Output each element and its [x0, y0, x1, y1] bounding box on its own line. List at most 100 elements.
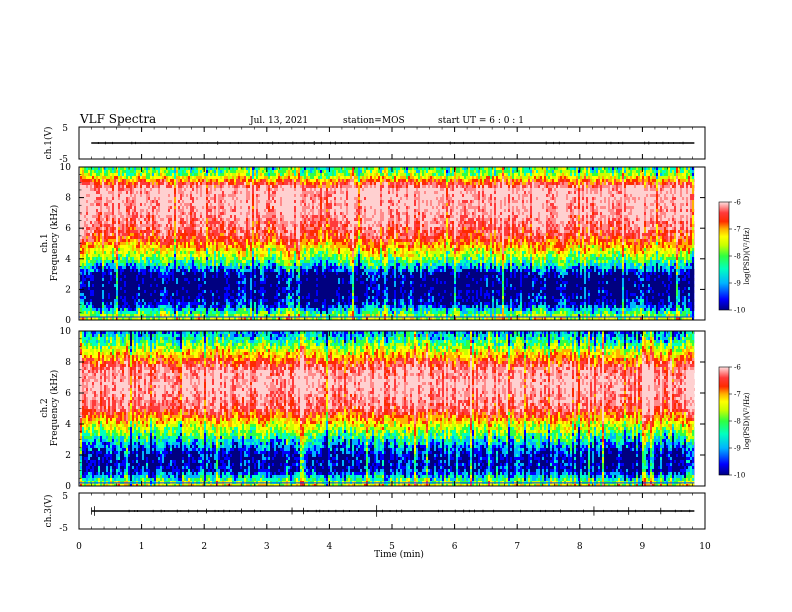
ch1-spectrogram-cell	[196, 281, 198, 284]
ch1-spectrogram-cell	[146, 206, 148, 209]
ch1-spectrogram-cell	[240, 188, 242, 191]
ch1-spectrogram-cell	[100, 290, 102, 293]
ch1-spectrogram-cell	[260, 194, 262, 197]
ch1-spectrogram-cell	[188, 281, 190, 284]
ch1-spectrogram-cell	[124, 260, 126, 263]
ch1-spectrogram-cell	[194, 308, 196, 311]
ch1-spectrogram-cell	[100, 185, 102, 188]
ch1-spectrogram-cell	[118, 254, 120, 257]
ch1-spectrogram-cell	[80, 236, 82, 239]
ch1-spectrogram-cell	[90, 179, 92, 182]
ch1-spectrogram-cell	[112, 302, 114, 305]
ch1-spectrogram-cell	[156, 191, 158, 194]
ch1-spectrogram-cell	[146, 227, 148, 230]
ch1-spectrogram-cell	[80, 278, 82, 281]
ch1-spectrogram-cell	[80, 284, 82, 287]
ch1-spectrogram-cell	[118, 302, 120, 305]
ch1-spectrogram-cell	[262, 224, 264, 227]
ch1-spectrogram-cell	[106, 245, 108, 248]
ch1-spectrogram-cell	[224, 275, 226, 278]
ch1-spectrogram-cell	[212, 197, 214, 200]
ch1-spectrogram-cell	[188, 230, 190, 233]
ch1-spectrogram-cell	[82, 179, 84, 182]
ch1-spectrogram-cell	[236, 266, 238, 269]
ch1-spectrogram-cell	[196, 218, 198, 221]
ch1-spectrogram-cell	[156, 206, 158, 209]
ch1-spectrogram-cell	[236, 185, 238, 188]
ch1-spectrogram-cell	[132, 209, 134, 212]
ch1-spectrogram-cell	[148, 233, 150, 236]
ch1-spectrogram-cell	[146, 182, 148, 185]
ch1-spectrogram-cell	[124, 179, 126, 182]
ch1-spectrogram-cell	[184, 224, 186, 227]
ch1-spectrogram-cell	[234, 233, 236, 236]
ch1-spectrogram-cell	[120, 251, 122, 254]
ch1-spectrogram-cell	[208, 179, 210, 182]
ch1-spectrogram-cell	[128, 299, 130, 302]
ch1-spectrogram-cell	[158, 257, 160, 260]
ch1-spectrogram-cell	[112, 188, 114, 191]
ch1-spectrogram-cell	[246, 218, 248, 221]
ch1-spectrogram-cell	[266, 221, 268, 224]
ch1-spectrogram-cell	[142, 248, 144, 251]
ch1-spectrogram-cell	[176, 173, 178, 176]
ch1-spectrogram-cell	[158, 236, 160, 239]
ch1-spectrogram-cell	[158, 209, 160, 212]
ch1-spectrogram-cell	[194, 197, 196, 200]
ch1-spectrogram-cell	[266, 245, 268, 248]
ch1-spectrogram-cell	[138, 278, 140, 281]
ch1-spectrogram-cell	[188, 185, 190, 188]
ch1-spectrogram-cell	[96, 299, 98, 302]
ch1-spectrogram-cell	[104, 290, 106, 293]
ch1-spectrogram-cell	[132, 293, 134, 296]
ch1-spectrogram-cell	[196, 284, 198, 287]
ch1-spectrogram-cell	[102, 194, 104, 197]
ch1-spectrogram-cell	[254, 296, 256, 299]
ch1-spectrogram-cell	[208, 197, 210, 200]
ch1-spectrogram-cell	[156, 200, 158, 203]
ch1-spectrogram-cell	[252, 179, 254, 182]
ch1-spectrogram-cell	[260, 191, 262, 194]
ch1-spectrogram-cell	[174, 284, 176, 287]
ch1-spectrogram-cell	[188, 218, 190, 221]
ch1-spectrogram-cell	[238, 224, 240, 227]
ch1-spectrogram-cell	[264, 278, 266, 281]
ch1-spectrogram-cell	[242, 230, 244, 233]
ch1-spectrogram-cell	[146, 203, 148, 206]
ch1-spectrogram-cell	[184, 278, 186, 281]
ch1-spectrogram-cell	[146, 170, 148, 173]
ch1-spectrogram-cell	[234, 281, 236, 284]
ch1-spectrogram-cell	[80, 275, 82, 278]
ch1-spectrogram-cell	[166, 206, 168, 209]
ch1-spectrogram-cell	[118, 260, 120, 263]
ch1-spectrogram-cell	[92, 302, 94, 305]
ch1-spectrogram-cell	[270, 209, 272, 212]
ch1-spectrogram-cell	[138, 218, 140, 221]
ch1-spectrogram-cell	[158, 239, 160, 242]
ch1-spectrogram-cell	[80, 209, 82, 212]
ch1-spectrogram-cell	[174, 215, 176, 218]
ch1-spectrogram-cell	[156, 176, 158, 179]
ch1-spectrogram-cell	[234, 275, 236, 278]
ch1-spectrogram-cell	[204, 221, 206, 224]
ch1-spectrogram-cell	[104, 296, 106, 299]
ch1-spectrogram-cell	[244, 173, 246, 176]
ch1-spectrogram-cell	[152, 185, 154, 188]
ch1-spectrogram-cell	[144, 290, 146, 293]
ch1-spectrogram-cell	[216, 266, 218, 269]
ch1-spectrogram-cell	[214, 176, 216, 179]
ch1-spectrogram-cell	[138, 272, 140, 275]
ch1-spectrogram-cell	[180, 302, 182, 305]
ch1-spectrogram-cell	[192, 239, 194, 242]
ch1-spectrogram-cell	[270, 173, 272, 176]
ch1-spectrogram-cell	[186, 266, 188, 269]
ch1-spectrogram-cell	[218, 206, 220, 209]
ch1-spectrogram-cell	[84, 230, 86, 233]
ch1-spectrogram-cell	[100, 293, 102, 296]
ch1-spectrogram-cell	[202, 269, 204, 272]
ch1-spectrogram-cell	[104, 185, 106, 188]
ch1-spectrogram-cell	[264, 275, 266, 278]
ch1-spectrogram-cell	[264, 239, 266, 242]
ch1-spectrogram-cell	[254, 188, 256, 191]
ch1-spectrogram-cell	[86, 230, 88, 233]
